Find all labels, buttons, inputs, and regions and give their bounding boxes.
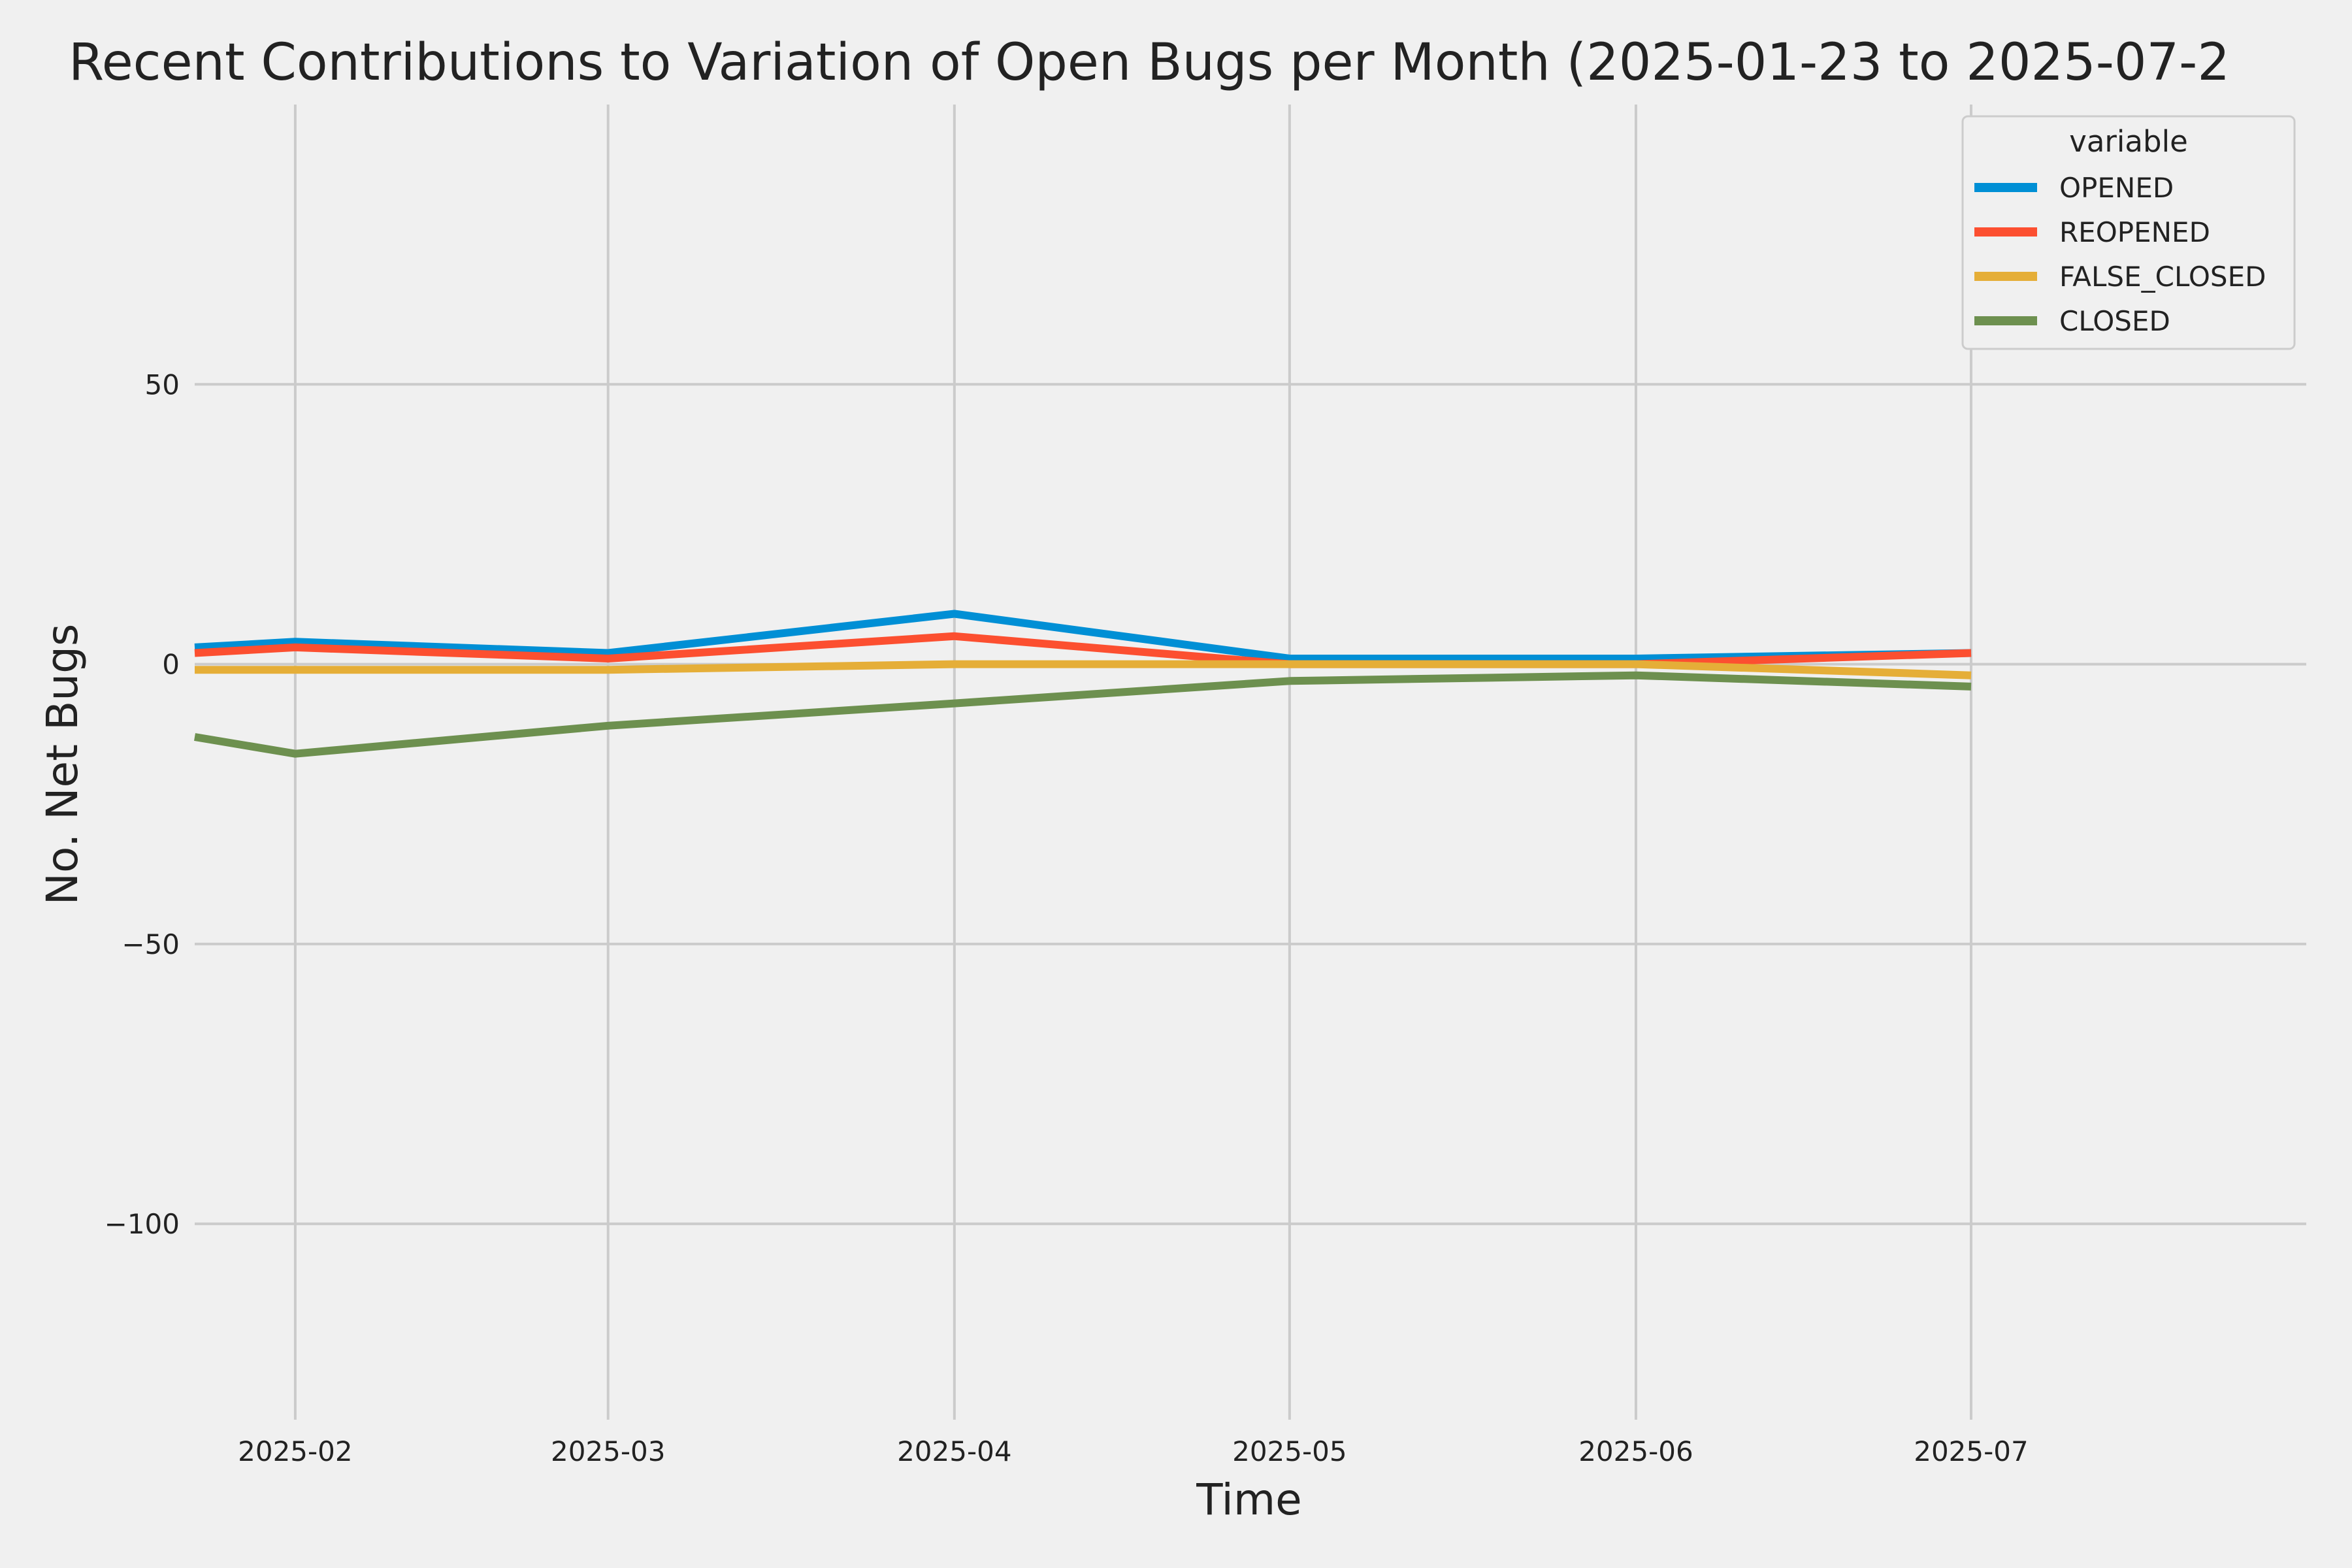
y-axis-label: No. Net Bugs — [37, 624, 88, 906]
x-tick-label: 2025-07 — [1914, 1435, 2029, 1467]
legend-title: variable — [2069, 124, 2188, 159]
y-tick-label: −100 — [105, 1208, 180, 1240]
y-tick-label: 0 — [162, 649, 180, 681]
legend-label: OPENED — [2059, 172, 2174, 204]
x-tick-label: 2025-02 — [238, 1435, 353, 1467]
series-lines — [194, 610, 1972, 758]
ticks: 50 0 −50 −100 2025-02 2025-03 2025-04 2025-05 20… — [105, 368, 2029, 1467]
series-line-opened — [194, 610, 1972, 662]
legend-label: REOPENED — [2059, 216, 2210, 248]
x-tick-label: 2025-05 — [1232, 1435, 1347, 1467]
legend-label: FALSE_CLOSED — [2059, 261, 2266, 293]
chart-title: Recent Contributions to Variation of Ope… — [69, 33, 2230, 92]
y-tick-label: 50 — [145, 368, 180, 400]
legend-label: CLOSED — [2059, 305, 2170, 337]
series-line-closed — [194, 671, 1972, 758]
legend: variable OPENED REOPENED FALSE_CLOSED CLOSE… — [1961, 115, 2296, 350]
legend-items: OPENED REOPENED FALSE_CLOSED CLOSED — [1974, 172, 2266, 337]
x-tick-label: 2025-03 — [551, 1435, 666, 1467]
x-tick-label: 2025-06 — [1578, 1435, 1693, 1467]
series-line-false-closed — [195, 660, 1972, 679]
y-tick-label: −50 — [122, 928, 180, 960]
x-tick-label: 2025-04 — [897, 1435, 1012, 1467]
x-axis-label: Time — [1196, 1475, 1302, 1525]
legend-box — [1961, 115, 2296, 350]
